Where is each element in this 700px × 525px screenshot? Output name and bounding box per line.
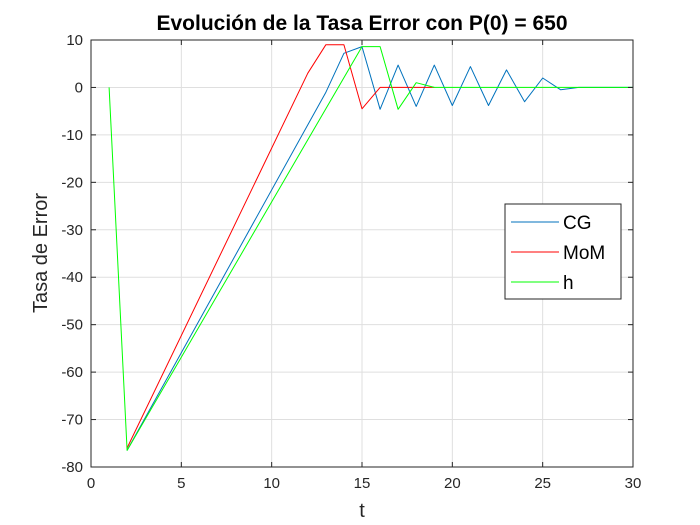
y-axis-label: Tasa de Error [30,193,52,313]
y-tick-label: -10 [61,127,83,144]
x-tick-label: 25 [534,475,551,492]
y-tick-label: -50 [61,317,83,334]
x-axis-label: t [359,500,365,522]
y-tick-label: -20 [61,174,83,191]
x-tick-label: 0 [87,475,95,492]
tick-layer: 0 5 10 15 20 25 30 10 0 -10 -20 -30 -40 -50 -60 -70 -80 [61,32,641,492]
y-tick-label: -30 [61,222,83,239]
series-line-h [108,46,633,451]
legend: CG MoM h [504,203,622,300]
x-tick-label: 20 [444,475,461,492]
x-tick-label: 15 [354,475,371,492]
legend-label-h: h [563,273,574,294]
series-line-mom [126,44,435,449]
y-tick-label: -60 [61,364,83,381]
x-tick-label: 30 [625,475,642,492]
x-tick-label: 10 [263,475,280,492]
series-layer [108,44,633,451]
legend-label-mom: MoM [563,243,605,264]
y-tick-label: -80 [61,459,83,476]
y-tick-label: -40 [61,269,83,286]
y-tick-label: 0 [75,79,83,96]
chart-title: Evolución de la Tasa Error con P(0) = 65… [156,12,567,35]
x-tick-label: 5 [177,475,185,492]
series-line-cg [126,46,633,451]
y-tick-label: -70 [61,412,83,429]
legend-label-cg: CG [563,213,592,234]
y-tick-label: 10 [66,32,83,49]
